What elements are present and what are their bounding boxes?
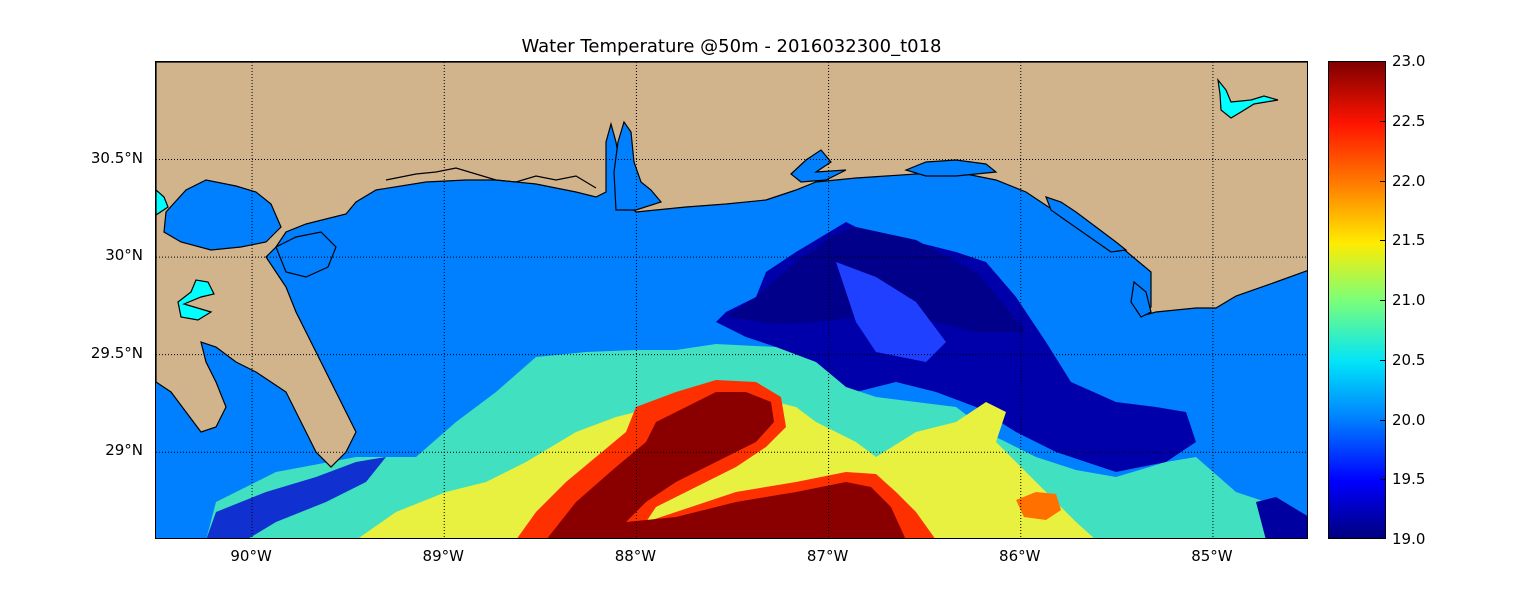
colorbar-tick xyxy=(1380,479,1386,481)
choctawhatchee-bay xyxy=(904,159,998,177)
lon-tick-label: 90°W xyxy=(230,547,272,565)
st-andrew-bay xyxy=(1044,196,1128,253)
colorbar-tick-label: 21.0 xyxy=(1392,291,1426,309)
colorbar-tick-label: 19.0 xyxy=(1392,530,1426,548)
colorbar-tick xyxy=(1380,359,1386,361)
lon-tick-label: 88°W xyxy=(614,547,657,565)
lat-tick-label: 29.5°N xyxy=(90,343,143,362)
lat-tick-label: 30.5°N xyxy=(90,148,143,167)
colorbar-tick-label: 20.0 xyxy=(1392,410,1426,429)
colorbar-tick xyxy=(1380,419,1386,421)
lon-tick-label: 87°W xyxy=(806,547,849,565)
colorbar-tick-label: 21.5 xyxy=(1392,231,1426,250)
mobile-bay xyxy=(613,120,663,211)
colorbar-tick-label: 22.5 xyxy=(1392,111,1426,130)
colorbar-tick-label: 23.0 xyxy=(1392,52,1426,70)
lon-tick-label: 86°W xyxy=(999,547,1041,565)
orange-spot xyxy=(1016,492,1061,520)
colorbar-tick xyxy=(1380,120,1386,122)
colorbar-tick-label: 22.0 xyxy=(1392,171,1426,190)
blue-strip-west xyxy=(206,457,386,538)
map-canvas xyxy=(156,62,1307,538)
pensacola-bay xyxy=(790,149,847,183)
lake-borgne xyxy=(275,231,337,278)
lon-tick-label: 89°W xyxy=(422,547,464,565)
mid-blue xyxy=(836,262,946,362)
lake-seminole xyxy=(1217,77,1279,119)
lon-tick-label: 85°W xyxy=(1191,547,1233,565)
colorbar-tick-label: 20.5 xyxy=(1392,350,1426,369)
colorbar-tick-label: 19.5 xyxy=(1392,470,1426,489)
lat-tick-label: 29°N xyxy=(105,441,143,460)
colorbar-tick xyxy=(1380,180,1386,182)
colorbar-tick xyxy=(1380,240,1386,242)
colorbar-tick xyxy=(1380,300,1386,301)
apalachicola-bay xyxy=(1130,280,1152,318)
hot-core xyxy=(547,392,906,538)
map-title: Water Temperature @50m - 2016032300_t018 xyxy=(521,36,942,57)
lake-maurepas xyxy=(156,189,169,216)
dark-strip-east xyxy=(1256,497,1307,538)
temperature-map[interactable] xyxy=(155,61,1308,539)
lat-tick-label: 30°N xyxy=(105,246,143,265)
shoreline-detail xyxy=(385,167,597,189)
colorbar xyxy=(1328,61,1386,539)
lake-salvador xyxy=(177,279,215,321)
temperature-field xyxy=(206,222,1307,538)
map-gridlines xyxy=(156,62,1307,538)
